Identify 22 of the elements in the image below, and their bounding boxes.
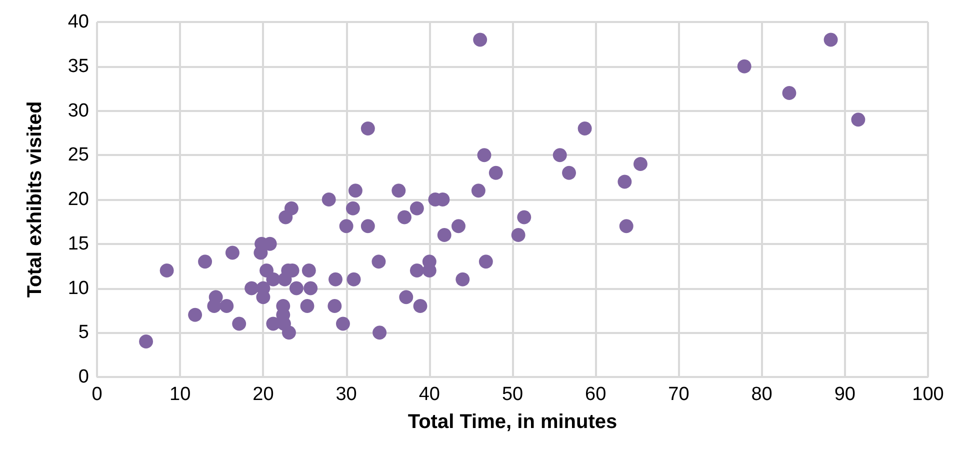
y-tick-label: 35 [68,56,89,77]
x-tick-label: 30 [336,384,357,405]
x-tick-label: 50 [502,384,524,405]
y-tick-label: 10 [68,278,89,299]
x-tick-label: 20 [252,384,274,405]
x-tick-label: 80 [751,384,772,405]
y-tick-label: 0 [78,366,89,388]
y-tick-label: 25 [68,144,89,166]
x-tick-label: 70 [668,384,690,405]
y-tick-label: 40 [68,12,89,32]
x-tick-label: 0 [92,384,102,405]
y-tick-label: 20 [68,189,89,210]
y-tick-label: 15 [68,233,89,254]
y-axis-title: Total exhibits visited [24,101,46,298]
x-tick-label: 90 [834,384,856,405]
x-tick-label: 60 [585,384,606,405]
y-tick-label: 30 [68,100,89,122]
x-tick-label: 100 [912,384,944,405]
x-axis-title: Total Time, in minutes [408,411,618,433]
y-tick-label: 5 [78,322,89,344]
x-tick-label: 40 [418,384,440,405]
x-tick-label: 10 [170,384,191,405]
